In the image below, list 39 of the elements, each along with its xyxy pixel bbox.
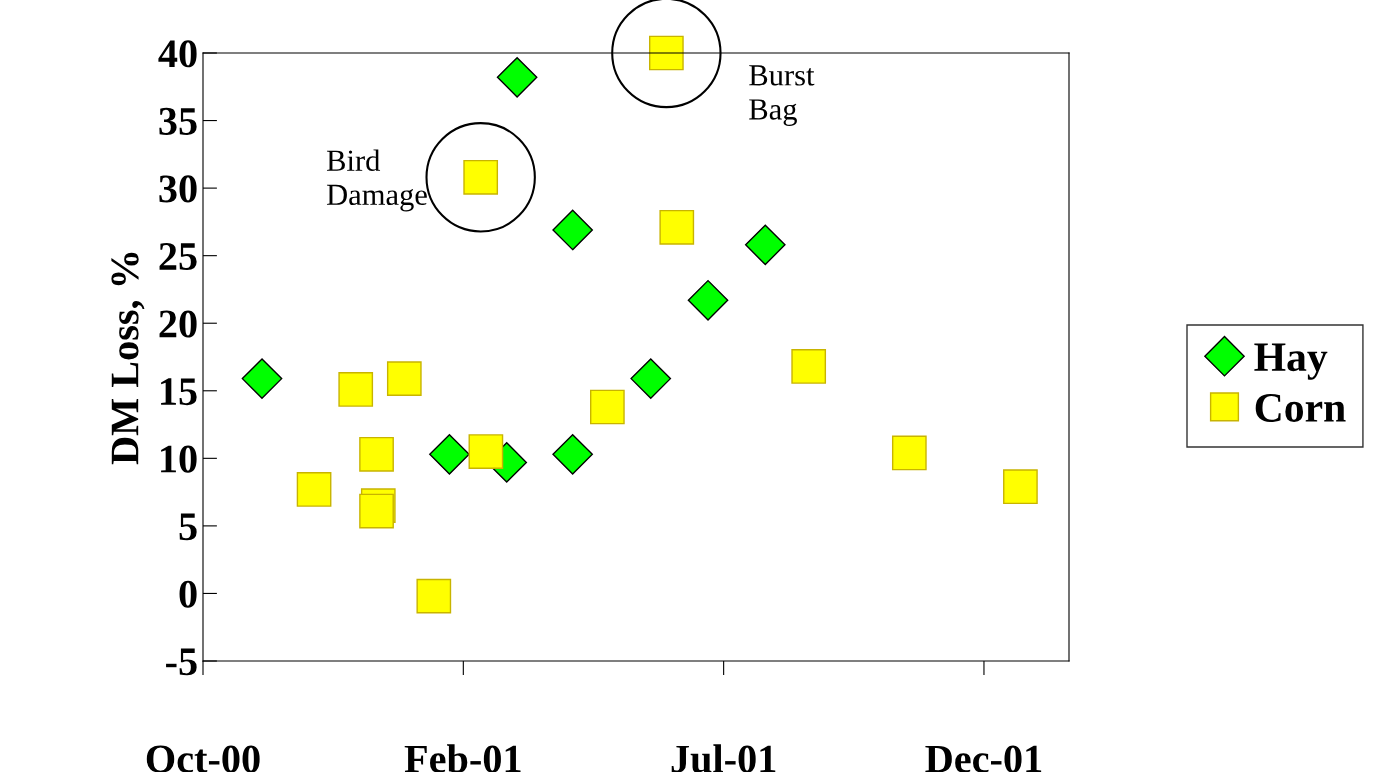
annotation: Bird Damage xyxy=(326,149,427,212)
legend-label: Hay xyxy=(1254,343,1328,380)
y-tick-label: 40 xyxy=(158,40,197,68)
point xyxy=(429,433,470,475)
y-tick-label: 0 xyxy=(179,580,197,608)
y-tick-label: 5 xyxy=(179,513,197,541)
point xyxy=(687,279,729,321)
y-axis-title: DM Loss, % xyxy=(111,252,145,465)
y-tick-label: 30 xyxy=(159,175,197,203)
point xyxy=(359,436,394,472)
point xyxy=(338,372,374,407)
y-tick-label: 20 xyxy=(159,310,197,338)
point xyxy=(296,472,332,507)
point xyxy=(1003,469,1038,505)
point xyxy=(552,433,593,475)
point xyxy=(552,209,593,251)
point xyxy=(791,349,827,384)
point xyxy=(744,224,786,266)
point xyxy=(630,358,672,399)
point xyxy=(468,434,504,469)
y-tick-label: 35 xyxy=(159,107,197,135)
point xyxy=(496,56,538,98)
y-tick-label: 15 xyxy=(161,378,197,406)
legend-label: Corn xyxy=(1255,393,1346,422)
x-tick-label: Dec-01 xyxy=(925,745,1042,772)
y-tick-label: 10 xyxy=(161,445,197,473)
point xyxy=(416,578,452,614)
y-tick-label: -5 xyxy=(166,648,197,676)
x-tick-label: Feb-01 xyxy=(404,744,521,772)
x-tick-label: Jul-01 xyxy=(671,744,776,772)
point xyxy=(891,435,927,471)
point xyxy=(386,361,422,396)
x-tick-label: Oct-00 xyxy=(146,745,260,772)
point xyxy=(659,209,695,245)
y-tick-label: 25 xyxy=(159,242,197,271)
point xyxy=(590,389,625,425)
point xyxy=(241,358,283,399)
annotation: Burst Bag xyxy=(749,65,815,126)
point xyxy=(359,493,394,529)
